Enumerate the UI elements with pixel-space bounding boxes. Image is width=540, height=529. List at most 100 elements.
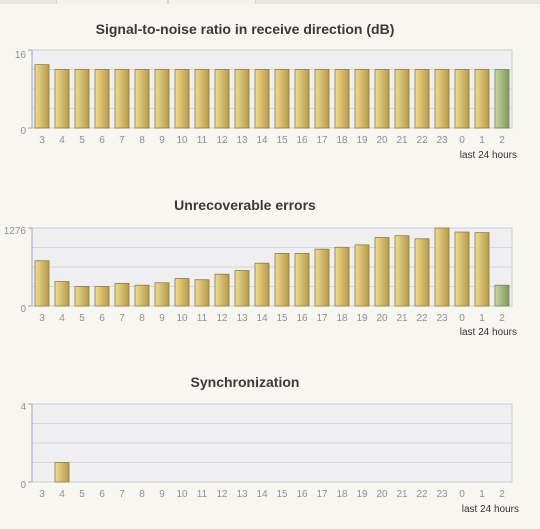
x-tick-10: 10 <box>176 489 188 500</box>
x-tick-7: 7 <box>119 135 125 146</box>
bar-19 <box>354 244 370 307</box>
chart-title: Unrecoverable errors <box>174 197 316 213</box>
x-tick-labels: 3 4 5 6 7 8 9 10 11 12 13 14 15 16 17 18 19 20 21 22 23 0 1 2 <box>39 135 505 146</box>
y-tick-min: 0 <box>20 480 26 491</box>
bar-6 <box>94 286 110 307</box>
x-axis-caption: last 24 hours <box>460 327 517 338</box>
y-tick-min: 0 <box>20 304 26 315</box>
errors-chart: Unrecoverable errors 1276 0 3 4 5 6 7 8 9 10 11 1… <box>4 197 517 338</box>
x-tick-14: 14 <box>256 489 268 500</box>
tab-edge <box>56 0 168 4</box>
bar-2 <box>494 69 510 129</box>
x-tick-19: 19 <box>356 313 368 324</box>
x-tick-2: 2 <box>499 135 505 146</box>
x-tick-6: 6 <box>99 313 105 324</box>
bar-17 <box>314 69 330 129</box>
x-tick-12: 12 <box>216 489 228 500</box>
x-tick-6: 6 <box>99 135 105 146</box>
x-tick-1: 1 <box>479 135 485 146</box>
x-tick-13: 13 <box>236 489 248 500</box>
x-tick-12: 12 <box>216 313 228 324</box>
plot-area <box>28 403 513 483</box>
x-tick-2: 2 <box>499 313 505 324</box>
x-tick-18: 18 <box>336 313 348 324</box>
x-tick-20: 20 <box>376 135 388 146</box>
x-tick-14: 14 <box>256 313 268 324</box>
bar-5 <box>74 69 90 129</box>
x-tick-17: 17 <box>316 313 328 324</box>
x-tick-13: 13 <box>236 135 248 146</box>
plot-area <box>28 227 513 307</box>
x-tick-1: 1 <box>479 313 485 324</box>
bar-9 <box>154 282 170 307</box>
bar-5 <box>74 286 90 307</box>
x-tick-20: 20 <box>376 313 388 324</box>
bar-13 <box>234 270 250 307</box>
x-tick-7: 7 <box>119 489 125 500</box>
x-tick-3: 3 <box>39 489 45 500</box>
x-tick-10: 10 <box>176 313 188 324</box>
x-tick-8: 8 <box>139 135 145 146</box>
y-tick-max: 4 <box>20 402 26 413</box>
bar-8 <box>134 284 150 307</box>
bar-4 <box>54 462 70 483</box>
bar-11 <box>194 279 210 307</box>
x-tick-11: 11 <box>197 135 208 146</box>
x-tick-0: 0 <box>459 313 465 324</box>
x-tick-15: 15 <box>276 313 288 324</box>
x-tick-17: 17 <box>316 135 328 146</box>
bar-16 <box>294 69 310 129</box>
bar-18 <box>334 69 350 129</box>
x-tick-15: 15 <box>276 135 288 146</box>
snr-chart: Signal-to-noise ratio in receive directi… <box>15 21 517 161</box>
x-tick-13: 13 <box>236 313 248 324</box>
x-tick-9: 9 <box>159 489 165 500</box>
bar-4 <box>54 281 70 307</box>
bar-10 <box>174 69 190 129</box>
x-tick-3: 3 <box>39 313 45 324</box>
x-tick-18: 18 <box>336 135 348 146</box>
bar-14 <box>254 69 270 129</box>
bar-16 <box>294 253 310 307</box>
synchronization-chart: Synchronization 4 0 3 4 5 6 7 8 9 10 11 12 13 14 15 1… <box>20 374 519 515</box>
bar-20 <box>374 69 390 129</box>
bar-15 <box>274 69 290 129</box>
bar-1 <box>474 69 490 129</box>
bar-12 <box>214 273 230 307</box>
x-tick-4: 4 <box>59 135 65 146</box>
y-tick-min: 0 <box>20 126 26 137</box>
x-tick-7: 7 <box>119 313 125 324</box>
tab-edge <box>168 0 256 4</box>
bar-4 <box>54 69 70 129</box>
bar-7 <box>114 69 130 129</box>
plot-area <box>28 49 513 129</box>
x-tick-8: 8 <box>139 489 145 500</box>
x-tick-16: 16 <box>296 135 308 146</box>
bar-17 <box>314 248 330 307</box>
x-tick-19: 19 <box>356 135 368 146</box>
x-tick-22: 22 <box>416 135 428 146</box>
bar-21 <box>394 235 410 307</box>
x-tick-11: 11 <box>197 489 208 500</box>
bar-23 <box>434 69 450 129</box>
top-tab-strip <box>0 0 540 4</box>
bar-11 <box>194 69 210 129</box>
x-tick-0: 0 <box>459 135 465 146</box>
x-axis-caption: last 24 hours <box>462 504 519 515</box>
bar-13 <box>234 69 250 129</box>
x-tick-4: 4 <box>59 313 65 324</box>
x-axis-caption: last 24 hours <box>460 150 517 161</box>
bar-18 <box>334 246 350 307</box>
bar-20 <box>374 237 390 307</box>
x-tick-8: 8 <box>139 313 145 324</box>
bar-3 <box>34 260 50 307</box>
x-tick-21: 21 <box>396 489 408 500</box>
bar-0 <box>454 69 470 129</box>
x-tick-10: 10 <box>176 135 188 146</box>
x-tick-9: 9 <box>159 135 165 146</box>
x-tick-22: 22 <box>416 313 428 324</box>
x-tick-5: 5 <box>79 135 85 146</box>
x-tick-6: 6 <box>99 489 105 500</box>
bar-10 <box>174 278 190 307</box>
x-tick-16: 16 <box>296 489 308 500</box>
